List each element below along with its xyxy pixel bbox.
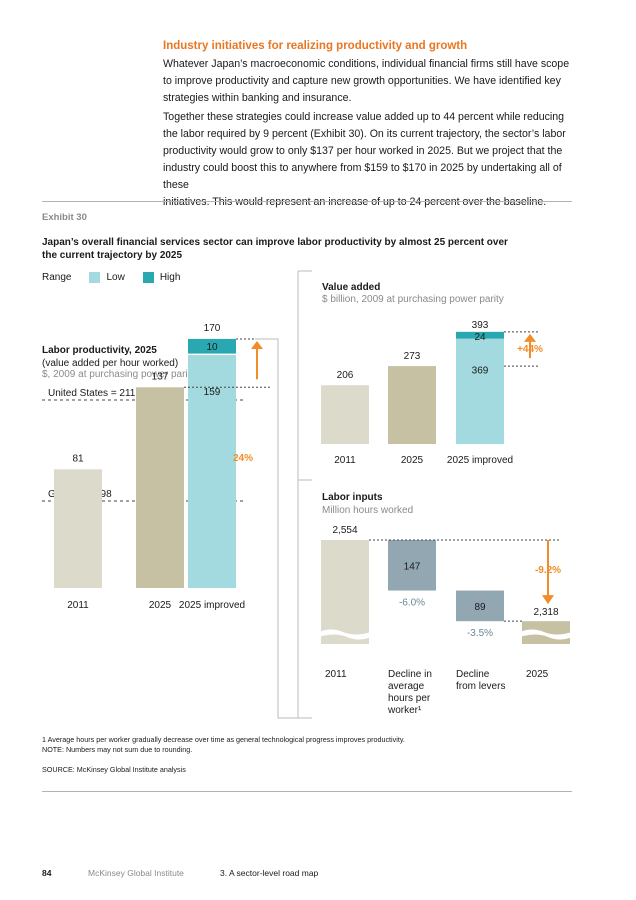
- labor-inputs-value-2025: 2,318: [533, 607, 558, 618]
- labor-inputs-unit: Million hours worked: [322, 505, 413, 516]
- value-added-value-2011: 206: [337, 370, 354, 381]
- legend-low-label: Low: [106, 272, 125, 283]
- legend-low-swatch: [89, 272, 101, 283]
- productivity-category-label: 2011: [67, 600, 89, 611]
- value-added-bar-2011: [321, 385, 369, 444]
- strategy-paragraph: Together these strategies could increase…: [163, 109, 583, 211]
- labor-inputs-category-label: average: [388, 681, 425, 692]
- chart-connector-left: [255, 338, 298, 719]
- labor-inputs-bar-decline-hours: [388, 540, 436, 591]
- strategy-line: Together these strategies could increase…: [163, 111, 565, 123]
- productivity-value-2011: 81: [72, 453, 84, 464]
- strategy-line: the labor required by 9 percent (Exhibit…: [163, 128, 566, 140]
- strategy-line: productivity would grow to only $137 per…: [163, 145, 563, 157]
- value-added-category-label: 2025: [401, 455, 424, 466]
- productivity-bar-improved-low: [188, 355, 236, 588]
- value-added-bar-2025: [388, 366, 436, 444]
- value-added-bar-improved-low: [456, 338, 504, 444]
- intro-line: strategies within banking and insurance.: [163, 92, 352, 104]
- labor-inputs-change-label: -9.2%: [535, 565, 561, 576]
- value-added-value-2025: 273: [404, 351, 421, 362]
- labor-inputs-value-decline-hours: 147: [404, 561, 421, 572]
- productivity-increase-label: 24%: [233, 453, 253, 464]
- intro-line: to improve productivity and capture new …: [163, 75, 561, 87]
- productivity-value-improved-low: 159: [204, 387, 221, 398]
- productivity-category-label: 2025 improved: [179, 600, 245, 611]
- value-added-unit: $ billion, 2009 at purchasing power pari…: [322, 294, 504, 305]
- labor-inputs-pct-decline-levers: -3.5%: [467, 628, 493, 639]
- labor-inputs-category-label: Decline in: [388, 669, 432, 680]
- value-added-bar-improved-high: [456, 331, 504, 339]
- value-added-increase-label: +44%: [517, 344, 543, 355]
- labor-inputs-category-label: Decline: [456, 669, 490, 680]
- labor-inputs-category-label: from levers: [456, 681, 505, 692]
- productivity-value-improved-total: 170: [204, 323, 221, 334]
- value-added-category-label: 2025 improved: [447, 455, 513, 466]
- exhibit-title: Japan’s overall financial services secto…: [42, 237, 508, 261]
- source-note: SOURCE: McKinsey Global Institute analys…: [42, 765, 186, 774]
- labor-inputs-category-label: hours per: [388, 693, 431, 704]
- labor-inputs-value-2011: 2,554: [332, 525, 357, 536]
- productivity-bar-2025: [136, 387, 184, 588]
- productivity-value-improved-high: 10: [206, 342, 218, 353]
- intro-line: Whatever Japan’s macroeconomic condition…: [163, 58, 570, 70]
- labor-inputs-category-label: worker¹: [387, 705, 422, 716]
- legend-range-label: Range: [42, 272, 72, 283]
- intro-paragraph: Whatever Japan’s macroeconomic condition…: [163, 56, 583, 107]
- exhibit-label: Exhibit 30: [42, 212, 87, 223]
- reference-us-label: United States = 211: [48, 388, 136, 399]
- section-heading: Industry initiatives for realizing produ…: [163, 40, 468, 52]
- value-added-title: Value added: [322, 282, 380, 293]
- labor-inputs-change-arrow-head: [542, 595, 554, 605]
- productivity-title: Labor productivity, 2025: [42, 345, 157, 356]
- productivity-bar-2011: [54, 469, 102, 588]
- labor-inputs-category-label: 2011: [325, 669, 347, 680]
- value-added-value-improved-high: 24: [474, 332, 486, 343]
- axis-break-2025: [520, 629, 572, 640]
- legend-high-label: High: [159, 272, 181, 283]
- labor-inputs-pct-decline-hours: -6.0%: [399, 598, 425, 609]
- strategy-line: initiatives. This would represent an inc…: [163, 196, 547, 208]
- value-added-value-improved-low: 369: [472, 366, 489, 377]
- legend-high-swatch: [142, 272, 154, 283]
- top-divider: [42, 201, 572, 202]
- labor-inputs-value-decline-levers: 89: [474, 602, 486, 613]
- footnotes: 1 Average hours per worker gradually dec…: [42, 735, 572, 755]
- value-added-value-improved-total: 393: [472, 320, 489, 331]
- labor-inputs-category-label: 2025: [526, 669, 549, 680]
- page-number: 84: [42, 868, 52, 878]
- value-added-increase-arrow-head: [524, 333, 536, 342]
- axis-break-2011: [319, 629, 371, 640]
- footnote-note: NOTE: Numbers may not sum due to roundin…: [42, 745, 193, 754]
- legend: Range Low High: [42, 272, 180, 283]
- publisher-name: McKinsey Global Institute: [88, 868, 184, 878]
- labor-inputs-title: Labor inputs: [322, 492, 383, 503]
- productivity-increase-arrow-head: [251, 340, 263, 349]
- productivity-category-label: 2025: [149, 600, 172, 611]
- bottom-divider: [42, 791, 572, 792]
- value-added-category-label: 2011: [334, 455, 356, 466]
- productivity-unit: $, 2009 at purchasing power parity: [42, 369, 195, 380]
- strategy-line: industry could boost this to anywhere fr…: [163, 162, 562, 191]
- labor-inputs-bar-decline-levers: [456, 590, 504, 622]
- productivity-value-2025: 137: [152, 371, 169, 382]
- productivity-subtitle: (value added per hour worked): [42, 358, 178, 369]
- footnote-1: 1 Average hours per worker gradually dec…: [42, 735, 405, 744]
- chapter-name: 3. A sector-level road map: [220, 868, 319, 878]
- labor-inputs-bar-2011: [321, 540, 369, 644]
- productivity-bar-improved-high: [188, 338, 236, 354]
